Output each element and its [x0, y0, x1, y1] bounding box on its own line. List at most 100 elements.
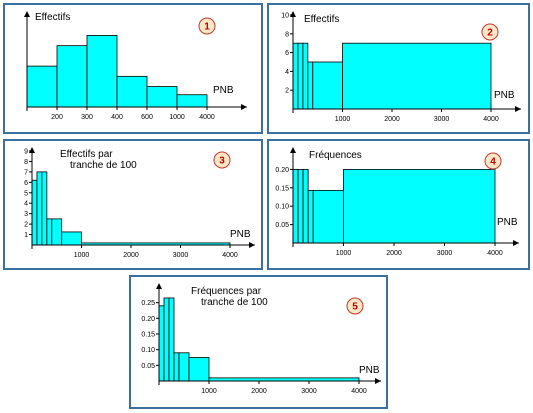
- chart-4-y-tick-label: 0.05: [275, 222, 289, 229]
- chart-5-y-tick-label: 0.15: [141, 332, 155, 339]
- chart-2-bar: [302, 42, 309, 110]
- chart-1-y-title: Effectifs: [35, 12, 70, 23]
- chart-1-x-tick-label: 200: [51, 114, 63, 121]
- chart-3-badge-number: 3: [219, 156, 225, 167]
- chart-1-x-tick-label: 1000: [169, 114, 185, 121]
- chart-4-y-title: Fréquences: [309, 150, 362, 161]
- chart-2-bar: [312, 61, 343, 110]
- chart-5-x-title: PNB: [359, 365, 380, 376]
- chart-2-x-title: PNB: [494, 90, 515, 101]
- chart-2-x-tick-label: 2000: [384, 116, 400, 123]
- chart-1-badge: 1: [198, 17, 216, 35]
- chart-panel-2: 1000 2000 3000 4000 2 4 6 8 10 Effectifs PNB 2: [267, 3, 530, 134]
- chart-1-x-tick-label: 600: [141, 114, 153, 121]
- chart-3-y-title: Effectifs par: [60, 149, 113, 160]
- chart-5-bar: [178, 352, 190, 382]
- chart-5-x-tick-label: 3000: [301, 388, 317, 395]
- chart-1-bar: [176, 94, 208, 108]
- chart-4-svg: 1000 2000 3000 4000 0.05 0.10 0.15 0.20 Fréquenc…: [275, 147, 519, 257]
- chart-4-y-tick-label: 0.15: [275, 185, 289, 192]
- chart-2-x-tick-label: 3000: [434, 116, 450, 123]
- chart-4-badge-circle: [484, 152, 502, 170]
- chart-4-x-tick-label: 3000: [437, 250, 453, 257]
- chart-2-y-tick-label: 8: [285, 31, 289, 38]
- chart-3-x-tick-label: 2000: [123, 252, 139, 259]
- chart-1-svg: 200 300 400 600 1000 4000 Effectifs PNB 1: [24, 11, 247, 121]
- chart-3-y-arrow: [29, 147, 35, 153]
- chart-5-y-title: tranche de 100: [201, 297, 268, 308]
- chart-3-y-tick-label: 4: [24, 201, 28, 208]
- chart-2-badge-number: 2: [487, 28, 493, 39]
- chart-5-bar: [173, 352, 180, 382]
- chart-2-y-tick-label: 2: [285, 88, 289, 95]
- chart-3-y-tick-label: 9: [24, 149, 28, 156]
- chart-2-badge: 2: [481, 23, 499, 41]
- chart-2-bar: [342, 42, 492, 110]
- chart-5-bar: [168, 297, 175, 382]
- chart-1-bar: [116, 75, 148, 108]
- chart-1-x-title: PNB: [213, 85, 234, 96]
- chart-3-bar: [41, 171, 48, 246]
- chart-5-y-tick-label: 0.20: [141, 316, 155, 323]
- chart-5-badge: 5: [346, 297, 364, 315]
- chart-1-bar: [56, 45, 88, 108]
- chart-4-bar: [343, 168, 496, 244]
- chart-3-x-arrow: [249, 242, 255, 248]
- chart-4-x-tick-label: 1000: [336, 250, 352, 257]
- chart-3-bar: [61, 231, 82, 246]
- chart-2-x-tick-label: 1000: [335, 116, 351, 123]
- chart-5-bar: [188, 357, 210, 382]
- chart-5-x-tick-label: 1000: [201, 388, 217, 395]
- chart-5-y-arrow: [156, 283, 162, 289]
- chart-3-x-tick-label: 3000: [173, 252, 189, 259]
- chart-4-y-tick-label: 0.10: [275, 204, 289, 211]
- chart-3-x-tick-label: 1000: [74, 252, 90, 259]
- chart-2-y-arrow: [290, 11, 296, 17]
- chart-2-bar: [292, 42, 299, 110]
- chart-3-bar: [31, 179, 38, 246]
- chart-5-y-tick-label: 0.05: [141, 363, 155, 370]
- chart-2-x-arrow: [515, 106, 521, 112]
- chart-5-svg: 1000 2000 3000 4000 0.05 0.10 0.15 0.20 0.25 Fréq…: [141, 283, 381, 395]
- chart-4-bar: [312, 189, 344, 244]
- chart-5-badge-circle: [346, 297, 364, 315]
- chart-5-x-tick-label: 2000: [251, 388, 267, 395]
- chart-3-badge: 3: [213, 151, 231, 169]
- chart-3-x-tick-label: 4000: [222, 252, 238, 259]
- chart-5-y-tick-label: 0.25: [141, 300, 155, 307]
- chart-3-y-tick-label: 1: [24, 232, 28, 239]
- chart-5-bar: [158, 305, 165, 382]
- chart-3-x-title: PNB: [230, 229, 251, 240]
- chart-1-y-arrow: [24, 11, 30, 17]
- chart-4-bar: [302, 168, 309, 244]
- chart-4-x-tick-label: 4000: [487, 250, 503, 257]
- chart-4-x-title: PNB: [497, 217, 518, 228]
- chart-2-x-tick-label: 4000: [483, 116, 499, 123]
- chart-5-x-tick-label: 4000: [351, 388, 367, 395]
- chart-1-badge-circle: [198, 17, 216, 35]
- chart-3-y-tick-label: 6: [24, 180, 28, 187]
- chart-3-y-tick-label: 7: [24, 169, 28, 176]
- chart-5-bar: [163, 297, 170, 382]
- chart-2-badge-circle: [481, 23, 499, 41]
- chart-4-y-tick-label: 0.20: [275, 167, 289, 174]
- chart-1-bar: [26, 65, 58, 108]
- chart-4-bar: [307, 189, 314, 244]
- chart-2-bar: [307, 61, 314, 110]
- chart-1-bar: [146, 86, 178, 108]
- chart-3-y-tick-label: 3: [24, 211, 28, 218]
- chart-5-badge-number: 5: [352, 302, 358, 313]
- chart-1-x-tick-label: 400: [111, 114, 123, 121]
- chart-2-y-title: Effectifs: [304, 14, 339, 25]
- chart-1-x-tick-label: 300: [81, 114, 93, 121]
- chart-2-svg: 1000 2000 3000 4000 2 4 6 8 10 Effectifs PNB 2: [281, 11, 521, 123]
- chart-1-x-tick-label: 4000: [199, 114, 215, 121]
- chart-panel-4: 1000 2000 3000 4000 0.05 0.10 0.15 0.20 Fréquenc…: [267, 139, 530, 270]
- chart-3-bar: [36, 171, 43, 246]
- chart-4-badge-number: 4: [490, 157, 496, 168]
- chart-4-x-arrow: [513, 240, 519, 246]
- chart-4-bar: [297, 168, 304, 244]
- chart-panel-1: 200 300 400 600 1000 4000 Effectifs PNB 1: [3, 3, 263, 134]
- chart-4-y-arrow: [290, 147, 296, 153]
- chart-2-y-tick-label: 10: [281, 13, 289, 20]
